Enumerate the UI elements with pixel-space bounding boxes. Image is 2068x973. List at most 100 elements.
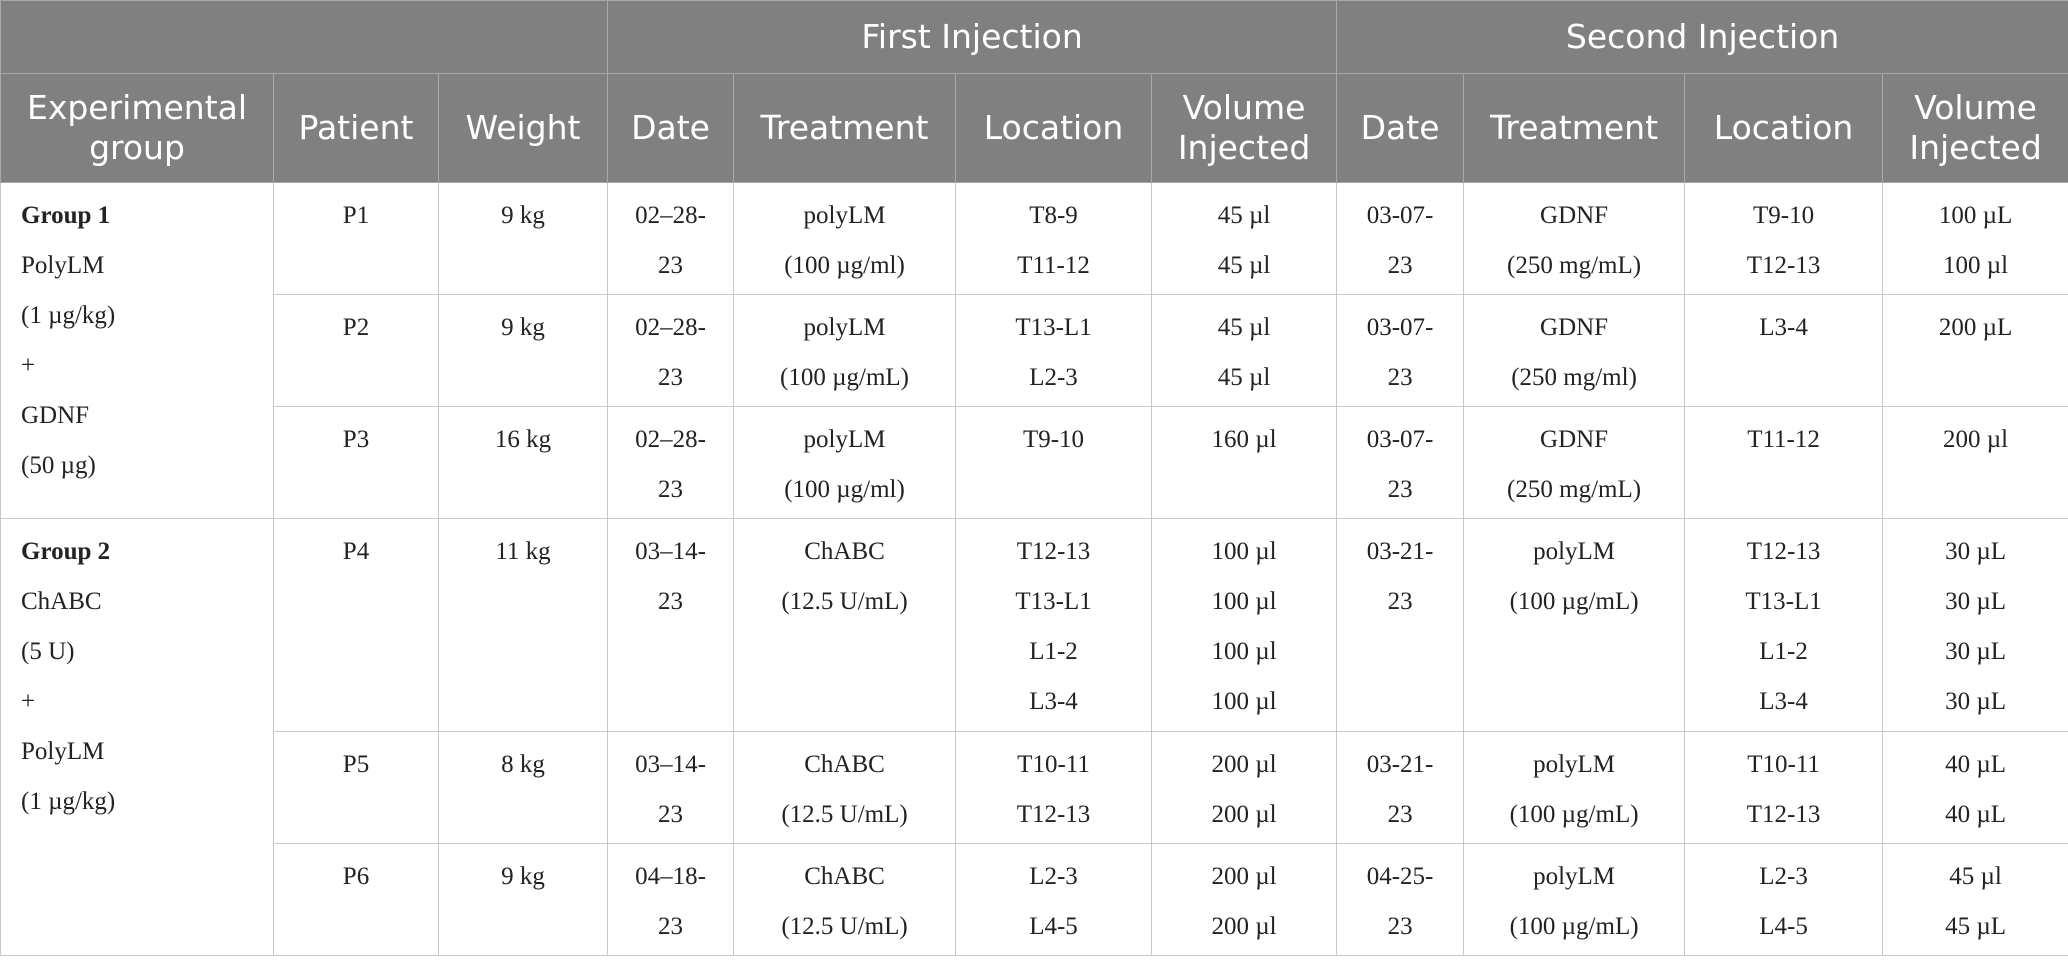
cell-line: T11-12 — [1017, 252, 1090, 279]
span-header: First Injection — [607, 0, 1338, 74]
location-cell: L3-4 — [1684, 294, 1884, 407]
weight-cell: 16 kg — [437, 406, 609, 519]
cell-line: (100 µg/ml) — [784, 252, 905, 279]
column-header: Experimental group — [0, 73, 274, 183]
patient-cell: P2 — [273, 294, 439, 407]
cell-line: 03-21- — [1366, 751, 1434, 778]
span-header: Second Injection — [1336, 0, 2068, 74]
cell-line: (100 µg/mL) — [1509, 588, 1639, 615]
cell-line: T12-13 — [1016, 801, 1091, 828]
cell-line: (100 µg/mL) — [1509, 801, 1639, 828]
cell-line: 23 — [658, 252, 684, 279]
cell-line: 30 µL — [1945, 538, 2007, 565]
treatment-cell: ChABC (12.5 U/mL) — [733, 843, 957, 956]
treatment-cell: ChABC (12.5 U/mL) — [733, 731, 957, 844]
treatment-cell: polyLM (100 µg/ml) — [733, 182, 957, 295]
volume-cell: 45 µl 45 µl — [1151, 182, 1338, 295]
cell-line: L3-4 — [1759, 688, 1808, 715]
cell-line: 100 µl — [1211, 538, 1277, 565]
cell-line: (100 µg/mL) — [780, 364, 909, 391]
volume-cell: 200 µL — [1882, 294, 2068, 407]
cell-line: T13-L1 — [1015, 314, 1092, 341]
cell-line: PolyLM — [21, 738, 105, 765]
cell-line: (12.5 U/mL) — [781, 913, 908, 940]
cell-line: (100 µg/mL) — [1509, 913, 1639, 940]
cell-line: (250 mg/mL) — [1507, 252, 1642, 279]
column-header: Patient — [273, 73, 439, 183]
cell-line: L2-3 — [1029, 863, 1078, 890]
date-cell: 03-07- 23 — [1336, 294, 1465, 407]
group-label: Group 1 — [21, 202, 111, 229]
location-cell: T12-13 T13-L1 L1-2 L3-4 — [955, 518, 1153, 732]
data-row: P2 9 kg 02–28- 23 polyLM (100 µg/mL) T13-L1 L2-… — [1, 294, 2068, 407]
cell-line: T11-12 — [1747, 426, 1820, 453]
location-cell: T9-10 — [955, 406, 1153, 519]
volume-cell: 45 µl 45 µl — [1151, 294, 1338, 407]
cell-line: 100 µl — [1211, 688, 1277, 715]
cell-line: (1 µg/kg) — [21, 302, 116, 329]
treatment-cell: GDNF (250 mg/ml) — [1463, 294, 1686, 407]
cell-line: 40 µL — [1945, 801, 2007, 828]
cell-line: 30 µL — [1945, 638, 2007, 665]
cell-line: T13-L1 — [1745, 588, 1822, 615]
weight-cell: 9 kg — [437, 843, 609, 956]
cell-line: 23 — [658, 364, 684, 391]
cell-line: 04-25- — [1366, 863, 1434, 890]
location-cell: T11-12 — [1684, 406, 1884, 519]
cell-line: (1 µg/kg) — [21, 788, 116, 815]
data-row: P6 9 kg 04–18- 23 ChABC (12.5 U/mL) L2-3 L4-5 20… — [1, 843, 2068, 956]
cell-line: 100 µl — [1211, 638, 1277, 665]
cell-line: 02–28- — [635, 426, 706, 453]
treatment-cell: polyLM (100 µg/mL) — [1463, 843, 1686, 956]
weight-cell: 9 kg — [437, 294, 609, 407]
cell-line: 45 µL — [1945, 913, 2007, 940]
cell-line: GDNF — [21, 402, 90, 429]
column-header: Date — [1336, 73, 1465, 183]
cell-line: 45 µl — [1217, 364, 1271, 391]
group-label: Group 2 — [21, 538, 111, 565]
cell-line: L4-5 — [1029, 913, 1078, 940]
cell-line: + — [21, 688, 36, 715]
cell-line: T12-13 — [1746, 538, 1821, 565]
treatment-cell: polyLM (100 µg/mL) — [733, 294, 957, 407]
column-header: Volume Injected — [1151, 73, 1338, 183]
column-header: Volume Injected — [1882, 73, 2068, 183]
cell-line: 23 — [658, 913, 684, 940]
cell-line: T10-11 — [1017, 751, 1090, 778]
cell-line: ChABC — [804, 863, 885, 890]
volume-cell: 40 µL 40 µL — [1882, 731, 2068, 844]
cell-line: GDNF — [1540, 426, 1609, 453]
cell-line: 160 µl — [1211, 426, 1277, 453]
cell-line: 23 — [1387, 801, 1413, 828]
cell-line: 23 — [658, 588, 684, 615]
date-cell: 03-07- 23 — [1336, 406, 1465, 519]
volume-cell: 100 µL 100 µl — [1882, 182, 2068, 295]
cell-line: polyLM — [1533, 751, 1616, 778]
cell-line: 200 µl — [1211, 751, 1277, 778]
volume-cell: 100 µl 100 µl 100 µl 100 µl — [1151, 518, 1338, 732]
treatment-cell: polyLM (100 µg/mL) — [1463, 731, 1686, 844]
cell-line: GDNF — [1540, 314, 1609, 341]
cell-line: 23 — [1387, 476, 1413, 503]
data-row: Group 2 ChABC (5 U) + PolyLM (1 µg/kg) P4 11 kg… — [0, 518, 2068, 956]
location-cell: T9-10 T12-13 — [1684, 182, 1884, 295]
location-cell: T10-11 T12-13 — [955, 731, 1153, 844]
blank-header — [0, 0, 609, 74]
cell-line: 200 µl — [1211, 863, 1277, 890]
column-header: Location — [955, 73, 1153, 183]
cell-line: 03-07- — [1366, 314, 1434, 341]
volume-cell: 45 µl 45 µL — [1882, 843, 2068, 956]
cell-line: 03-21- — [1366, 538, 1434, 565]
cell-line: 100 µL — [1938, 202, 2013, 229]
cell-line: 03–14- — [635, 751, 706, 778]
group-cell: Group 1 PolyLM (1 µg/kg) + GDNF (50 µg) — [0, 182, 274, 519]
date-cell: 03-21- 23 — [1336, 518, 1465, 732]
treatment-cell: GDNF (250 mg/mL) — [1463, 182, 1686, 295]
cell-line: 02–28- — [635, 202, 706, 229]
cell-line: 03-07- — [1366, 426, 1434, 453]
cell-line: L4-5 — [1759, 913, 1808, 940]
volume-cell: 160 µl — [1151, 406, 1338, 519]
cell-line: GDNF — [1540, 202, 1609, 229]
patient-cell: P1 — [273, 182, 439, 295]
